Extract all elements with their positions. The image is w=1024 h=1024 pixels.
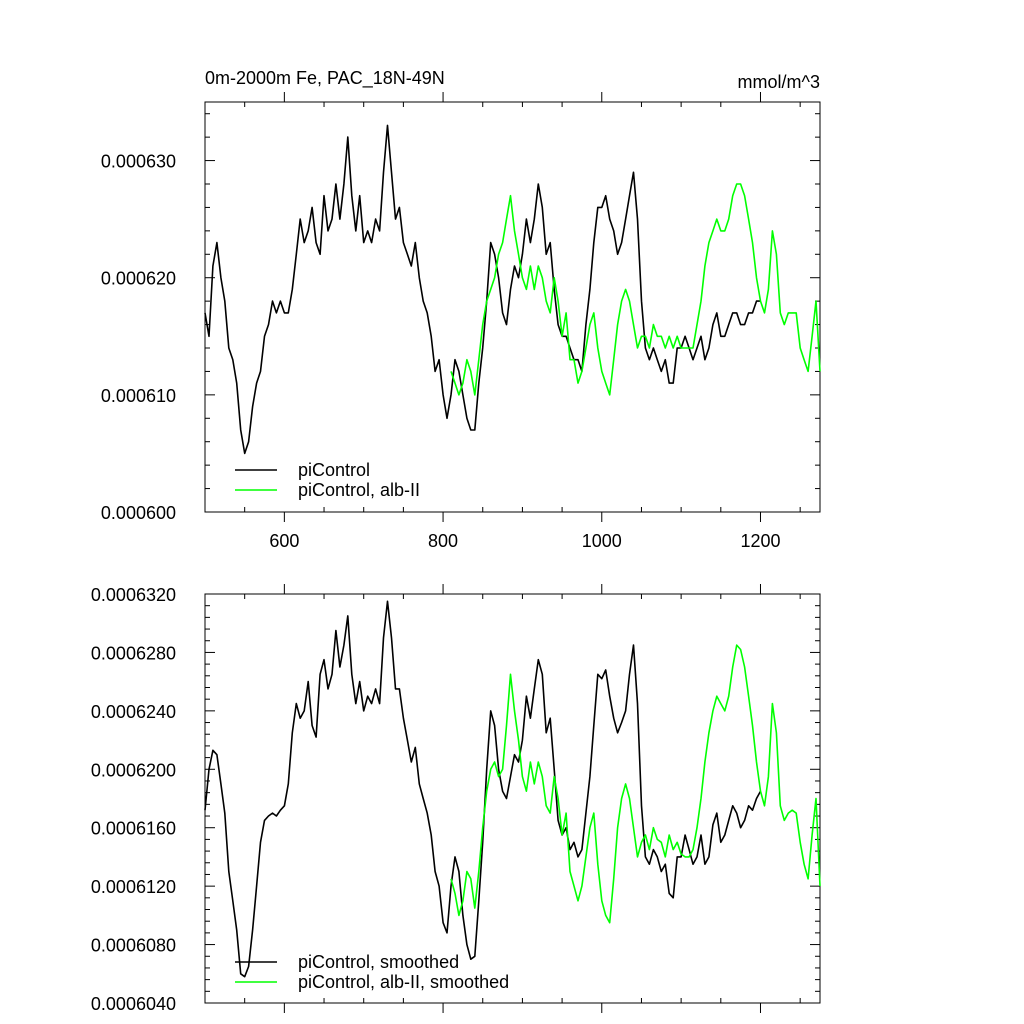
- y-tick-label: 0.000620: [101, 269, 176, 289]
- y-tick-label: 0.0006160: [91, 819, 176, 839]
- units-label: mmol/m^3: [738, 72, 820, 92]
- series-line-1: [204, 124, 761, 455]
- y-tick-label: 0.0006120: [91, 877, 176, 897]
- plot-frame: [204, 101, 821, 513]
- legend-label: piControl, alb-II, smoothed: [298, 972, 509, 992]
- x-tick-label: 600: [269, 531, 299, 551]
- chart-bottom-panel: 0.0006040 0.0006080 0.0006120 0.0006160 0.00…: [91, 584, 821, 1014]
- y-tick-label: 0.0006280: [91, 643, 176, 663]
- y-tick-label: 0.000630: [101, 152, 176, 172]
- plot-frame: [204, 593, 821, 1004]
- y-tick-label: 0.0006240: [91, 702, 176, 722]
- y-tick-label: 0.0006040: [91, 994, 176, 1014]
- legend-label: piControl, alb-II: [298, 480, 420, 500]
- y-tick-label: 0.000610: [101, 386, 176, 406]
- y-tick-label: 0.0006320: [91, 585, 176, 605]
- legend-label: piControl, smoothed: [298, 952, 459, 972]
- x-tick-label: 1000: [582, 531, 622, 551]
- y-tick-label: 0.0006080: [91, 936, 176, 956]
- chart-top-panel: 0m-2000m Fe, PAC_18N-49N mmol/m^3 600 800…: [101, 68, 821, 551]
- legend-label: piControl: [298, 460, 370, 480]
- x-tick-label: 800: [428, 531, 458, 551]
- series-line-1: [204, 600, 762, 978]
- x-tick-label: 1200: [740, 531, 780, 551]
- y-tick-label: 0.000600: [101, 503, 176, 523]
- series-line-2: [450, 644, 821, 924]
- y-tick-label: 0.0006200: [91, 760, 176, 780]
- chart-title: 0m-2000m Fe, PAC_18N-49N: [205, 68, 445, 89]
- series-line-2: [450, 183, 821, 396]
